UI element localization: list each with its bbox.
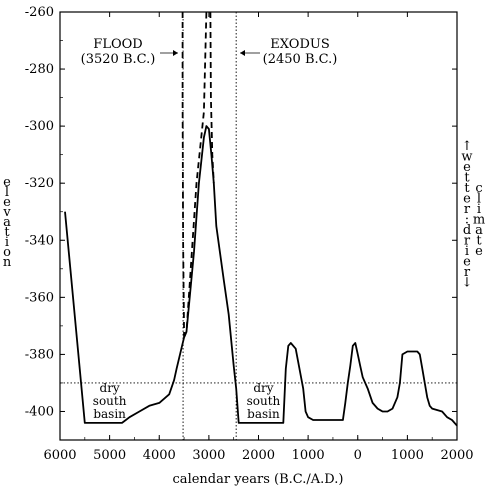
x-tick-label: 2000 <box>440 448 473 463</box>
x-tick-label: 0 <box>354 448 362 463</box>
y-axis-title-letter: l <box>5 185 9 200</box>
basin-label: basin <box>93 407 126 421</box>
climate-label-letter: t <box>464 171 470 186</box>
exodus-arrow-head <box>240 50 245 56</box>
y-axis-title-letter: i <box>5 235 9 250</box>
climate-label-letter: d <box>463 223 471 238</box>
x-tick-label: 4000 <box>143 448 176 463</box>
x-tick-label: 3000 <box>192 448 225 463</box>
x-tick-label: 2000 <box>242 448 275 463</box>
x-tick-label: 1000 <box>292 448 325 463</box>
annotations: FLOOD (3520 B.C.) EXODUS (2450 B.C.) <box>81 37 338 67</box>
climate-label-letter: : <box>465 213 469 228</box>
climate-label-letter: r <box>464 234 471 249</box>
climate-label-letter: ↑ <box>462 139 473 154</box>
y-tick-label: -360 <box>25 290 54 305</box>
x-tick-label: 5000 <box>93 448 126 463</box>
y-axis-title-letter: a <box>3 215 11 230</box>
dashed-series-line <box>209 11 215 184</box>
basin-label: dry <box>253 381 273 395</box>
y-axis-title-letter: o <box>3 245 11 260</box>
x-tick-label: 6000 <box>43 448 76 463</box>
dashed-series-line <box>181 12 185 338</box>
exodus-label: EXODUS <box>270 37 329 52</box>
y-tick-label: -280 <box>25 62 54 77</box>
climate-word-letter: l <box>477 192 481 207</box>
climate-word-letter: t <box>476 234 482 249</box>
climate-label-letter: r <box>464 265 471 280</box>
y-tick-label: -260 <box>25 5 54 20</box>
climate-label-letter: w <box>461 150 472 165</box>
x-tick-label: 1000 <box>391 448 424 463</box>
climate-label-letter: e <box>463 160 471 175</box>
flood-date: (3520 B.C.) <box>81 52 156 67</box>
climate-word-letter: m <box>473 213 485 228</box>
reference-lines <box>60 12 457 440</box>
climate-label-letter: t <box>464 181 470 196</box>
climate-word-letter: e <box>475 244 483 259</box>
y-axis-title-letter: n <box>3 255 12 270</box>
plot-frame <box>59 11 458 441</box>
dashed-series-line <box>183 11 208 338</box>
y-tick-label: -340 <box>25 233 54 248</box>
basin-label: south <box>247 394 281 408</box>
y-axis-title-letter: e <box>3 195 11 210</box>
x-axis: 6000 5000 4000 3000 2000 1000 0 1000 2000 <box>43 12 474 463</box>
y-axis: -260 -280 -300 -320 -340 -360 -380 -400 <box>25 5 457 441</box>
climate-word-letter: a <box>475 223 483 238</box>
basin-label: dry <box>100 381 120 395</box>
basin-label: south <box>93 394 127 408</box>
y-axis-title-letter: e <box>3 175 11 190</box>
y-axis-title-letter: v <box>2 205 11 220</box>
basin-label: basin <box>247 407 280 421</box>
x-axis-title: calendar years (B.C./A.D.) <box>173 472 344 487</box>
series-group <box>64 11 458 427</box>
climate-label-letter: ↓ <box>462 276 473 291</box>
y-tick-label: -300 <box>25 119 54 134</box>
y-tick-label: -400 <box>25 404 54 419</box>
exodus-date: (2450 B.C.) <box>263 52 338 67</box>
y-tick-label: -380 <box>25 347 54 362</box>
flood-arrow-head <box>173 50 178 56</box>
climate-label-letter: e <box>463 255 471 270</box>
flood-label: FLOOD <box>93 37 142 52</box>
y-axis-title-letter: t <box>4 225 10 240</box>
climate-label-letter: i <box>465 244 469 259</box>
climate-label-letter: e <box>463 192 471 207</box>
climate-label-letter: r <box>464 202 471 217</box>
climate-word-letter: i <box>477 202 481 217</box>
y-tick-label: -320 <box>25 176 54 191</box>
climate-word-letter: c <box>475 181 482 196</box>
